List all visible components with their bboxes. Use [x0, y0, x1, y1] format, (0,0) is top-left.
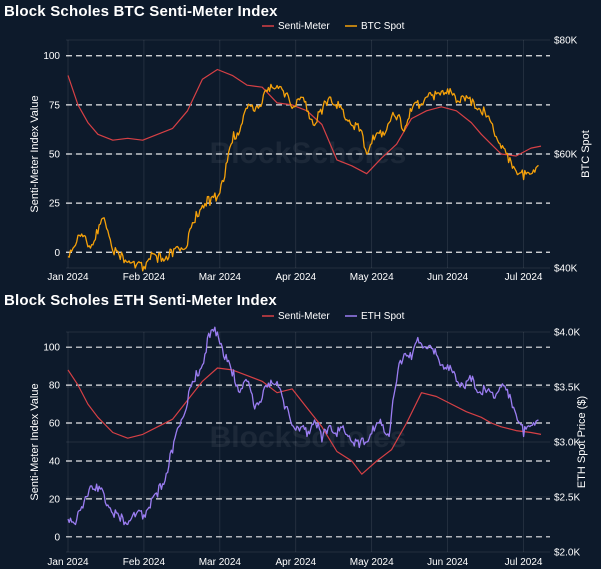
btc-chart-panel: Block Scholes BTC Senti-Meter Index Bloc…	[4, 3, 592, 283]
x-tick-2: Mar 2024	[199, 272, 242, 283]
y2-tick-2: $3.0K	[554, 438, 580, 449]
legend-label-0: Senti-Meter	[278, 21, 330, 32]
y2-tick-3: $3.5K	[554, 383, 580, 394]
y-tick-80: 80	[49, 381, 61, 392]
y2-tick-2: $80K	[554, 36, 578, 47]
legend-label-1: ETH Spot	[361, 311, 405, 322]
y-tick-0: 0	[54, 248, 60, 259]
eth-chart: BlockScholes 0 20 40 60 80 100 $2.0K $2.5K $3.0K $…	[29, 311, 588, 568]
legend-label-1: BTC Spot	[361, 21, 405, 32]
y-tick-20: 20	[49, 494, 61, 505]
btc-chart-title: Block Scholes BTC Senti-Meter Index	[4, 3, 278, 20]
y-tick-25: 25	[49, 199, 61, 210]
y-tick-100: 100	[43, 343, 60, 354]
series-line-senti-meter	[67, 367, 542, 475]
series-line-btc-spot	[67, 83, 539, 272]
y-axis-label: Senti-Meter Index Value	[29, 383, 41, 500]
y-tick-60: 60	[49, 419, 61, 430]
y-tick-40: 40	[49, 456, 61, 467]
x-tick-3: Apr 2024	[275, 557, 316, 568]
y2-tick-1: $60K	[554, 150, 578, 161]
y-tick-75: 75	[49, 100, 61, 111]
y2-tick-1: $2.5K	[554, 493, 580, 504]
x-tick-4: May 2024	[350, 557, 394, 568]
y-axis-label: Senti-Meter Index Value	[29, 95, 41, 212]
x-tick-6: Jul 2024	[505, 557, 543, 568]
y2-axis-label: ETH Spot Price ($)	[576, 396, 588, 488]
x-tick-5: Jun 2024	[427, 272, 469, 283]
x-tick-0: Jan 2024	[47, 272, 89, 283]
y2-tick-0: $2.0K	[554, 548, 580, 559]
y-tick-0: 0	[54, 532, 60, 543]
legend-label-0: Senti-Meter	[278, 311, 330, 322]
eth-chart-title: Block Scholes ETH Senti-Meter Index	[4, 292, 277, 309]
y-tick-50: 50	[49, 150, 61, 161]
x-tick-1: Feb 2024	[123, 272, 166, 283]
x-tick-2: Mar 2024	[199, 557, 242, 568]
x-tick-3: Apr 2024	[275, 272, 316, 283]
series-line-eth-spot	[67, 326, 539, 526]
x-tick-1: Feb 2024	[123, 557, 166, 568]
y2-tick-0: $40K	[554, 264, 578, 275]
x-tick-6: Jul 2024	[505, 272, 543, 283]
watermark-text: BlockScholes	[210, 421, 407, 454]
y2-tick-4: $4.0K	[554, 328, 580, 339]
y-tick-100: 100	[43, 51, 60, 62]
y2-axis-label: BTC Spot	[580, 130, 592, 178]
eth-chart-panel: Block Scholes ETH Senti-Meter Index Bloc…	[0, 287, 601, 569]
x-tick-4: May 2024	[350, 272, 394, 283]
x-tick-5: Jun 2024	[427, 557, 469, 568]
x-tick-0: Jan 2024	[47, 557, 89, 568]
